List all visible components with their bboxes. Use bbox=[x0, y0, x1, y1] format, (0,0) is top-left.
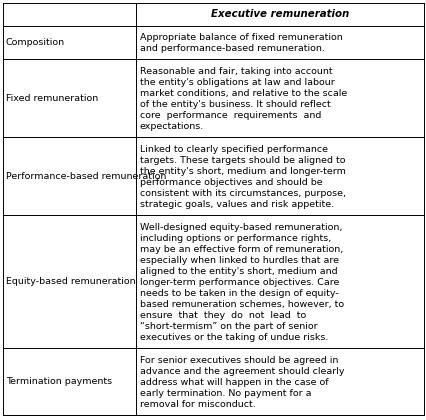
Text: needs to be taken in the design of equity-: needs to be taken in the design of equit… bbox=[140, 289, 338, 298]
Text: Well-designed equity-based remuneration,: Well-designed equity-based remuneration, bbox=[140, 223, 342, 231]
Text: expectations.: expectations. bbox=[140, 122, 204, 131]
Text: including options or performance rights,: including options or performance rights, bbox=[140, 234, 331, 243]
Text: Performance-based remuneration: Performance-based remuneration bbox=[6, 172, 167, 181]
Text: market conditions, and relative to the scale: market conditions, and relative to the s… bbox=[140, 89, 347, 98]
Text: especially when linked to hurdles that are: especially when linked to hurdles that a… bbox=[140, 256, 339, 265]
Text: Termination payments: Termination payments bbox=[6, 377, 112, 386]
Text: strategic goals, values and risk appetite.: strategic goals, values and risk appetit… bbox=[140, 200, 334, 209]
Text: Appropriate balance of fixed remuneration: Appropriate balance of fixed remuneratio… bbox=[140, 33, 343, 42]
Text: targets. These targets should be aligned to: targets. These targets should be aligned… bbox=[140, 156, 345, 165]
Text: Reasonable and fair, taking into account: Reasonable and fair, taking into account bbox=[140, 67, 332, 76]
Text: Executive remuneration: Executive remuneration bbox=[211, 9, 349, 19]
Text: address what will happen in the case of: address what will happen in the case of bbox=[140, 378, 328, 387]
Text: of the entity's business. It should reflect: of the entity's business. It should refl… bbox=[140, 100, 331, 109]
Text: executives or the taking of undue risks.: executives or the taking of undue risks. bbox=[140, 333, 328, 342]
Text: ensure  that  they  do  not  lead  to: ensure that they do not lead to bbox=[140, 311, 306, 320]
Text: consistent with its circumstances, purpose,: consistent with its circumstances, purpo… bbox=[140, 189, 345, 198]
Text: aligned to the entity's short, medium and: aligned to the entity's short, medium an… bbox=[140, 267, 337, 276]
Text: early termination. No payment for a: early termination. No payment for a bbox=[140, 389, 311, 398]
Text: “short-termism” on the part of senior: “short-termism” on the part of senior bbox=[140, 322, 317, 331]
Text: the entity's short, medium and longer-term: the entity's short, medium and longer-te… bbox=[140, 167, 345, 176]
Text: longer-term performance objectives. Care: longer-term performance objectives. Care bbox=[140, 278, 339, 287]
Text: advance and the agreement should clearly: advance and the agreement should clearly bbox=[140, 367, 344, 375]
Text: core  performance  requirements  and: core performance requirements and bbox=[140, 111, 321, 120]
Text: Composition: Composition bbox=[6, 38, 65, 47]
Text: the entity's obligations at law and labour: the entity's obligations at law and labo… bbox=[140, 78, 334, 87]
Text: removal for misconduct.: removal for misconduct. bbox=[140, 400, 255, 409]
Text: Linked to clearly specified performance: Linked to clearly specified performance bbox=[140, 145, 328, 154]
Text: For senior executives should be agreed in: For senior executives should be agreed i… bbox=[140, 356, 338, 365]
Text: may be an effective form of remuneration,: may be an effective form of remuneration… bbox=[140, 245, 343, 254]
Text: based remuneration schemes, however, to: based remuneration schemes, however, to bbox=[140, 300, 344, 309]
Text: Fixed remuneration: Fixed remuneration bbox=[6, 94, 98, 103]
Text: and performance-based remuneration.: and performance-based remuneration. bbox=[140, 44, 325, 53]
Text: performance objectives and should be: performance objectives and should be bbox=[140, 178, 322, 187]
Text: Equity-based remuneration: Equity-based remuneration bbox=[6, 277, 135, 286]
